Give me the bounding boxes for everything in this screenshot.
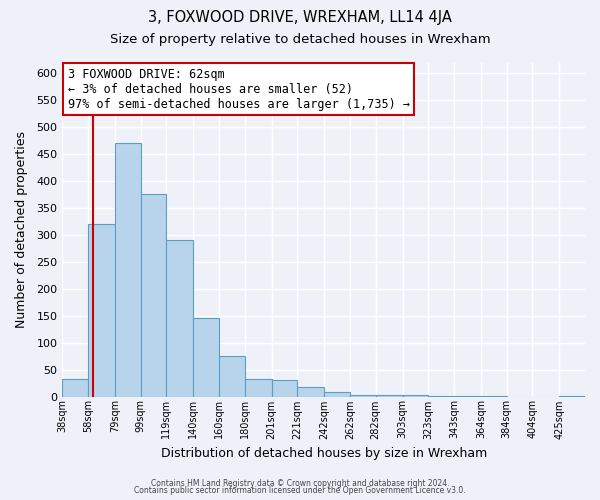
Bar — [350, 395, 376, 396]
Bar — [62, 380, 88, 396]
Bar — [166, 240, 193, 396]
Text: Size of property relative to detached houses in Wrexham: Size of property relative to detached ho… — [110, 32, 490, 46]
Bar — [115, 144, 140, 396]
Bar — [298, 388, 325, 396]
Text: 3, FOXWOOD DRIVE, WREXHAM, LL14 4JA: 3, FOXWOOD DRIVE, WREXHAM, LL14 4JA — [148, 10, 452, 25]
Bar — [376, 395, 403, 396]
Text: 3 FOXWOOD DRIVE: 62sqm
← 3% of detached houses are smaller (52)
97% of semi-deta: 3 FOXWOOD DRIVE: 62sqm ← 3% of detached … — [68, 68, 410, 110]
Y-axis label: Number of detached properties: Number of detached properties — [15, 131, 28, 328]
X-axis label: Distribution of detached houses by size in Wrexham: Distribution of detached houses by size … — [161, 447, 487, 460]
Bar — [140, 194, 166, 396]
Bar — [193, 318, 219, 396]
Bar — [219, 356, 245, 397]
Text: Contains public sector information licensed under the Open Government Licence v3: Contains public sector information licen… — [134, 486, 466, 495]
Bar — [245, 378, 272, 396]
Text: Contains HM Land Registry data © Crown copyright and database right 2024.: Contains HM Land Registry data © Crown c… — [151, 478, 449, 488]
Bar — [88, 224, 115, 396]
Bar — [272, 380, 298, 396]
Bar — [325, 392, 350, 396]
